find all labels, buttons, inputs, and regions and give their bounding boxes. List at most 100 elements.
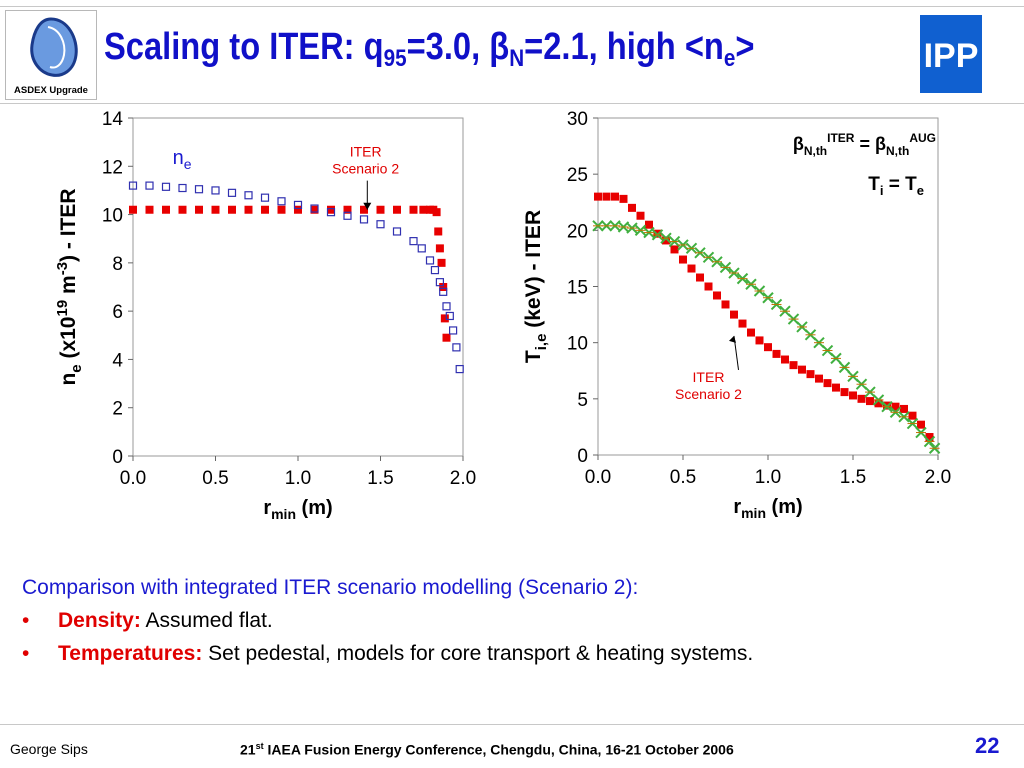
y-axis-label-part: (x10 xyxy=(57,317,80,365)
y-axis-label-sub: i,e xyxy=(533,334,550,351)
x-tick-label: 2.0 xyxy=(450,468,476,489)
beta-sup: ITER xyxy=(827,131,855,145)
x-axis-label-suffix: (m) xyxy=(296,497,333,519)
slide-title: Scaling to ITER: q95=3.0, βN=2.1, high <… xyxy=(104,26,755,72)
data-point-green xyxy=(838,361,851,374)
data-point-red xyxy=(244,205,253,214)
data-point-red xyxy=(195,205,203,214)
data-point-green xyxy=(906,417,919,430)
footer-conference: 21st IAEA Fusion Energy Conference, Chen… xyxy=(240,741,734,758)
y-tick-label: 0 xyxy=(577,446,588,467)
data-point-red xyxy=(679,255,687,264)
data-point-blue xyxy=(343,211,352,220)
x-axis-label-sub: min xyxy=(741,505,766,521)
data-point-blue xyxy=(244,191,253,200)
data-point-red xyxy=(145,205,154,214)
data-point-blue xyxy=(425,256,435,265)
data-point-red xyxy=(900,404,908,413)
header-rule xyxy=(0,103,1024,104)
data-point-red xyxy=(343,205,352,214)
data-point-red xyxy=(437,258,446,267)
data-point-blue xyxy=(359,215,369,224)
data-point-red xyxy=(611,192,619,201)
y-axis-label-part: T xyxy=(522,350,545,363)
data-point-red xyxy=(327,205,335,214)
data-point-blue xyxy=(439,287,448,296)
data-point-red xyxy=(662,236,670,245)
data-point-blue xyxy=(277,197,286,206)
beta-sub: N,th xyxy=(886,144,909,158)
data-point-red xyxy=(228,205,236,214)
data-point-red xyxy=(747,328,755,337)
data-point-red xyxy=(806,370,815,379)
x-axis-label-suffix: (m) xyxy=(766,496,803,518)
data-point-red xyxy=(849,391,857,400)
data-point-red xyxy=(738,319,747,328)
bullet-marker: • xyxy=(22,609,30,632)
bullet-text: Assumed flat. xyxy=(140,609,273,632)
data-point-red xyxy=(211,205,220,214)
te-symbol: T xyxy=(905,174,917,195)
bullet-key: Temperatures: xyxy=(58,642,203,665)
y-axis-label: Ti,e (keV) - ITER xyxy=(522,210,550,363)
annotation-arrowhead xyxy=(363,202,372,210)
te-eq: = xyxy=(884,174,906,195)
annotation-arrowhead xyxy=(729,335,736,343)
data-point-red xyxy=(628,203,636,212)
data-point-red xyxy=(891,402,900,411)
data-point-red xyxy=(360,205,368,214)
data-point-red xyxy=(376,205,385,214)
data-point-red xyxy=(594,192,602,201)
data-point-blue xyxy=(409,237,418,246)
data-point-blue xyxy=(227,188,237,197)
data-point-blue xyxy=(260,193,270,202)
data-point-green xyxy=(928,442,941,454)
beta-sub: N,th xyxy=(804,144,827,158)
x-axis-label: rmin (m) xyxy=(733,496,802,521)
tokamak-icon xyxy=(30,17,78,77)
y-tick-label: 30 xyxy=(567,109,588,130)
beta-sup: AUG xyxy=(909,131,936,145)
beta-symbol: β xyxy=(875,134,886,154)
data-point-red xyxy=(866,397,874,406)
data-point-red xyxy=(162,205,170,214)
data-point-blue xyxy=(430,266,440,275)
ne-label: ne xyxy=(173,147,192,172)
beta-equality-label: βN,thITER = βN,thAUG xyxy=(793,131,936,158)
bullet-marker: • xyxy=(22,642,30,665)
data-point-green xyxy=(915,426,927,439)
data-point-green xyxy=(736,272,749,285)
data-point-green xyxy=(872,394,885,406)
y-tick-label: 10 xyxy=(102,206,123,227)
data-point-red xyxy=(704,282,713,291)
data-point-green xyxy=(719,261,732,274)
data-point-red xyxy=(602,192,611,201)
ne-label-sub: e xyxy=(184,156,192,172)
data-point-red xyxy=(178,205,187,214)
data-point-red xyxy=(730,310,738,319)
data-point-red xyxy=(435,244,444,253)
x-tick-label: 0.0 xyxy=(120,468,146,489)
svg-text:IPP: IPP xyxy=(924,37,979,75)
data-point-red xyxy=(874,399,883,408)
temperature-equality-label: Ti = Te xyxy=(868,174,924,198)
bullet-density: • Density: Assumed flat. xyxy=(22,609,1012,633)
y-tick-label: 6 xyxy=(112,302,123,323)
iter-scenario-label-2: Scenario 2 xyxy=(675,386,742,402)
data-point-red xyxy=(925,433,934,442)
data-point-blue xyxy=(178,183,187,193)
data-point-red xyxy=(277,205,286,214)
data-point-green xyxy=(668,235,681,248)
data-point-red xyxy=(432,208,441,217)
data-point-green xyxy=(753,285,766,297)
data-point-red xyxy=(687,264,696,273)
asdex-logo-label: ASDEX Upgrade xyxy=(14,85,88,96)
data-point-blue xyxy=(452,343,461,352)
y-axis-label-sup: 19 xyxy=(54,300,71,317)
data-point-red xyxy=(261,205,269,214)
data-point-red xyxy=(619,194,628,203)
data-point-red xyxy=(755,336,764,345)
y-tick-label: 15 xyxy=(567,278,588,299)
data-point-red xyxy=(645,220,653,229)
y-axis-label-part: n xyxy=(57,373,80,386)
